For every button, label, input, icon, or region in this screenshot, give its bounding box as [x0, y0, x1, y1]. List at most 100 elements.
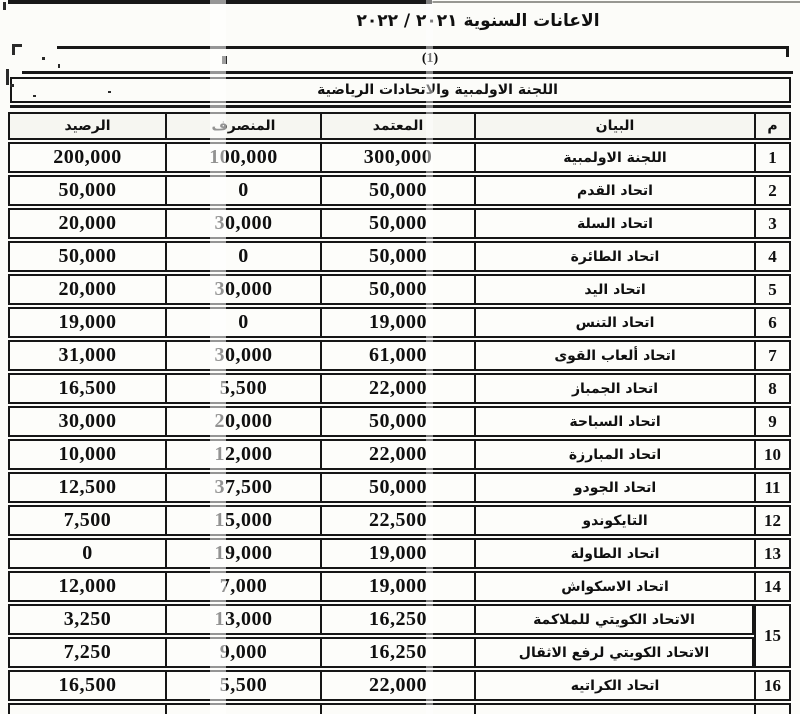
- row-approved: 22,000: [320, 441, 474, 468]
- row-description: اتحاد الكراتيه: [474, 672, 754, 699]
- section-title: اللجنة الاولمبية والاتحادات الرياضية: [317, 82, 558, 98]
- table-row: 8 اتحاد الجمباز 22,000 5,500 16,500: [8, 373, 791, 404]
- table-row: 14 اتحاد الاسكواش 19,000 7,000 12,000: [8, 571, 791, 602]
- row-approved: 61,000: [320, 342, 474, 369]
- row-description: اتحاد المبارزة: [474, 441, 754, 468]
- row-approved: [320, 705, 474, 714]
- row-description: اتحاد القدم: [474, 177, 754, 204]
- merged-row-subrows: الاتحاد الكويتي للملاكمة 16,250 13,000 3…: [8, 604, 754, 668]
- row-description: التايكوندو: [474, 507, 754, 534]
- table-row: 5 اتحاد اليد 50,000 30,000 20,000: [8, 274, 791, 305]
- table-subrow: الاتحاد الكويتي للملاكمة 16,250 13,000 3…: [8, 604, 754, 635]
- scan-edge-line-faint: [432, 1, 800, 3]
- scan-artifact: [786, 46, 789, 57]
- row-approved: 50,000: [320, 408, 474, 435]
- row-spent: 30,000: [165, 210, 320, 237]
- row-spent: 30,000: [165, 276, 320, 303]
- table-row: 16 اتحاد الكراتيه 22,000 5,500 16,500: [8, 670, 791, 701]
- row-approved: 19,000: [320, 540, 474, 567]
- row-balance: 200,000: [53, 146, 122, 168]
- table-row: 3 اتحاد السلة 50,000 30,000 20,000: [8, 208, 791, 239]
- row-spent: 37,500: [165, 474, 320, 501]
- scan-artifact: [108, 91, 111, 93]
- scan-artifact: [58, 64, 60, 68]
- table-row: 10 اتحاد المبارزة 22,000 12,000 10,000: [8, 439, 791, 470]
- section-title-box: اللجنة الاولمبية والاتحادات الرياضية: [10, 77, 791, 103]
- table-row: 4 اتحاد الطائرة 50,000 0 50,000: [8, 241, 791, 272]
- row-description: اتحاد ألعاب القوى: [474, 342, 754, 369]
- row-approved: 50,000: [320, 474, 474, 501]
- scan-artifact: [12, 44, 15, 55]
- double-border-line: [10, 105, 791, 108]
- row-approved: 50,000: [320, 243, 474, 270]
- row-number: 7: [754, 342, 789, 369]
- row-balance: 16,500: [58, 377, 117, 399]
- table-row: 2 اتحاد القدم 50,000 0 50,000: [8, 175, 791, 206]
- row-balance: 50,000: [58, 179, 117, 201]
- row-balance: 31,000: [58, 344, 117, 366]
- row-description: اتحاد اليد: [474, 276, 754, 303]
- row-spent: 0: [165, 309, 320, 336]
- row-balance: [10, 705, 165, 714]
- row-spent: 0: [165, 243, 320, 270]
- row-description: اتحاد الجودو: [474, 474, 754, 501]
- table-row-cutoff: [8, 703, 791, 714]
- row-spent: 100,000: [165, 144, 320, 171]
- row-spent: 7,000: [165, 573, 320, 600]
- row-balance: 3,250: [63, 608, 112, 630]
- row-balance: 12,500: [58, 476, 117, 498]
- divider-line: [57, 46, 788, 49]
- scan-artifact: [42, 57, 45, 60]
- row-approved: 19,000: [320, 573, 474, 600]
- row-number: 4: [754, 243, 789, 270]
- row-description: الاتحاد الكويتي لرفع الاثقال: [474, 639, 752, 666]
- row-description: اتحاد السباحة: [474, 408, 754, 435]
- row-number: 14: [754, 573, 789, 600]
- row-number: 2: [754, 177, 789, 204]
- row-number: [754, 705, 789, 714]
- row-balance: 50,000: [58, 245, 117, 267]
- row-approved: 22,000: [320, 375, 474, 402]
- row-approved: 50,000: [320, 177, 474, 204]
- row-balance: 20,000: [58, 212, 117, 234]
- row-description: اتحاد الاسكواش: [474, 573, 754, 600]
- row-number: 1: [754, 144, 789, 171]
- row-description: اتحاد الطاولة: [474, 540, 754, 567]
- row-number: 6: [754, 309, 789, 336]
- row-approved: 19,000: [320, 309, 474, 336]
- header-no: م: [754, 114, 789, 138]
- scan-artifact: [222, 56, 227, 64]
- row-balance: 0: [82, 542, 93, 564]
- row-number: 8: [754, 375, 789, 402]
- row-spent: 20,000: [165, 408, 320, 435]
- table-row: 13 اتحاد الطاولة 19,000 19,000 0: [8, 538, 791, 569]
- header-spent: المنصرف: [165, 114, 320, 138]
- row-number: 13: [754, 540, 789, 567]
- row-spent: [165, 705, 320, 714]
- subsidies-table: م البيان المعتمد المنصرف الرصيد 1 اللجنة…: [8, 112, 791, 714]
- table-row: 6 اتحاد التنس 19,000 0 19,000: [8, 307, 791, 338]
- row-balance: 12,000: [58, 575, 117, 597]
- row-approved: 16,250: [320, 639, 474, 666]
- row-approved: 22,500: [320, 507, 474, 534]
- divider-line: [22, 71, 793, 74]
- row-description: اتحاد التنس: [474, 309, 754, 336]
- row-spent: 30,000: [165, 342, 320, 369]
- row-spent: 5,500: [165, 375, 320, 402]
- row-spent: 5,500: [165, 672, 320, 699]
- row-number: 15: [754, 604, 791, 668]
- header-name: البيان: [474, 114, 754, 138]
- table-header-row: م البيان المعتمد المنصرف الرصيد: [8, 112, 791, 140]
- row-balance: 7,250: [63, 641, 112, 663]
- row-spent: 15,000: [165, 507, 320, 534]
- row-balance: 7,500: [63, 509, 112, 531]
- header-balance: الرصيد: [64, 118, 111, 134]
- scan-artifact: [3, 2, 6, 10]
- row-balance: 16,500: [58, 674, 117, 696]
- row-description: الاتحاد الكويتي للملاكمة: [474, 606, 752, 633]
- row-number: 12: [754, 507, 789, 534]
- row-number: 11: [754, 474, 789, 501]
- row-description: اتحاد الطائرة: [474, 243, 754, 270]
- page-number: (1): [421, 51, 439, 66]
- row-balance: 19,000: [58, 311, 117, 333]
